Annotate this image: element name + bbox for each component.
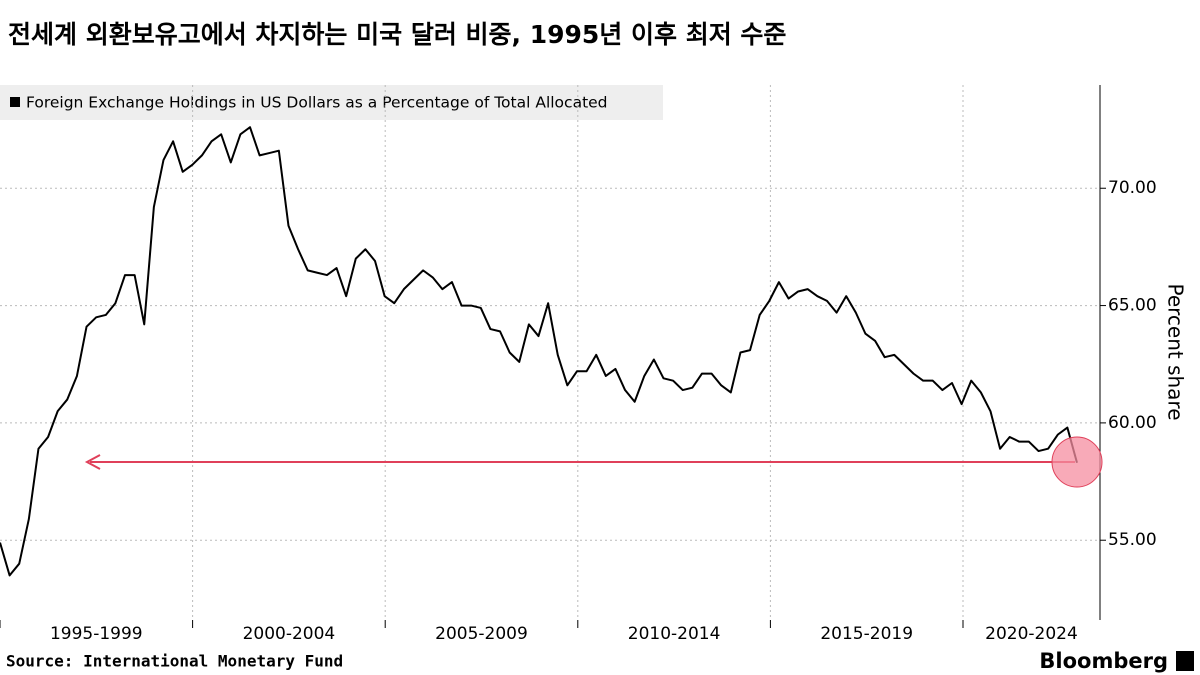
- x-tick-label: 2005-2009: [435, 624, 528, 644]
- x-tick-label: 2015-2019: [820, 624, 913, 644]
- legend-label: Foreign Exchange Holdings in US Dollars …: [26, 94, 608, 112]
- data-line: [0, 126, 1078, 577]
- y-tick-label: 70.00: [1108, 178, 1157, 198]
- x-tick-label: 2020-2024: [985, 624, 1078, 644]
- y-tick-label: 55.00: [1108, 530, 1157, 550]
- annotation-circle: [1051, 436, 1103, 488]
- x-tick-label: 2000-2004: [243, 624, 336, 644]
- plot-area: 55.00 60.00 65.00 70.00 1995-1999 2000-2004 20…: [0, 85, 1157, 644]
- legend-swatch: [10, 97, 20, 107]
- source: Source: International Monetary Fund: [6, 652, 343, 671]
- legend-box: [0, 85, 663, 120]
- y-tick-label: 60.00: [1108, 413, 1157, 433]
- x-tick-label: 1995-1999: [50, 624, 143, 644]
- y-axis-title: Percent share: [1164, 283, 1188, 420]
- y-tick-label: 65.00: [1108, 296, 1157, 316]
- chart-title: 전세계 외환보유고에서 차지하는 미국 달러 비중, 1995년 이후 최저 수…: [8, 20, 786, 49]
- annotation-arrowhead: [84, 454, 101, 470]
- x-tick-label: 2010-2014: [628, 624, 721, 644]
- brand: Bloomberg: [1039, 649, 1168, 673]
- brand-icon: [1176, 651, 1194, 671]
